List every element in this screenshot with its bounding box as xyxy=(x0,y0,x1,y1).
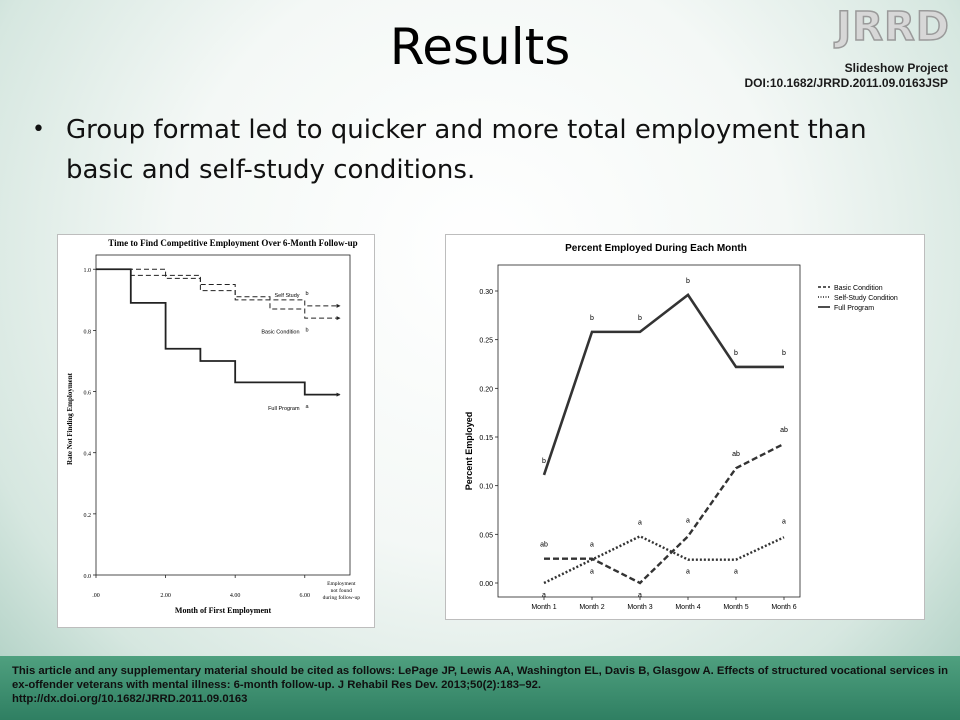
y-tick-label: 0.15 xyxy=(479,435,493,442)
y-tick-label: 0.20 xyxy=(479,386,493,393)
x-tick-label: Month 4 xyxy=(675,604,700,611)
data-label: b xyxy=(782,350,786,357)
x-tick-label: Month 3 xyxy=(627,604,652,611)
series-line-self-study xyxy=(96,268,340,307)
y-tick-label: 1.0 xyxy=(84,268,92,274)
data-label: a xyxy=(590,569,594,576)
y-tick-label: 0.00 xyxy=(479,581,493,588)
series-end-arrow xyxy=(336,316,341,321)
data-label: b xyxy=(638,315,642,322)
legend-entry: Basic Condition xyxy=(834,285,883,292)
bullet-item: • Group format led to quicker and more t… xyxy=(30,110,910,190)
y-tick-label: 0.0 xyxy=(84,574,92,580)
y-tick-label: 0.05 xyxy=(479,532,493,539)
data-label: ab xyxy=(780,427,788,434)
data-label: a xyxy=(686,569,690,576)
project-info: Slideshow Project DOI:10.1682/JRRD.2011.… xyxy=(745,61,948,91)
series-line-self-study-condition xyxy=(543,534,785,585)
y-tick-label: 0.10 xyxy=(479,484,493,491)
y-tick-label: 0.6 xyxy=(84,391,92,397)
series-label: Full Program xyxy=(268,406,300,412)
chart-title: Percent Employed During Each Month xyxy=(565,243,747,254)
project-label: Slideshow Project xyxy=(844,61,948,75)
plot-frame xyxy=(497,264,801,598)
data-label: a xyxy=(686,517,690,524)
x-tick-label-not-found: Employment not found during follow-up xyxy=(323,581,361,601)
citation-body: This article and any supplementary mater… xyxy=(12,665,948,691)
survival-chart-panel: Time to Find Competitive Employment Over… xyxy=(57,234,375,628)
citation-link[interactable]: http://dx.doi.org/10.1682/JRRD.2011.09.0… xyxy=(12,693,248,705)
jrrd-logo: JRRD xyxy=(836,3,950,51)
x-tick-label: 6.00 xyxy=(300,593,311,599)
series-end-arrow xyxy=(336,392,341,397)
series-line-basic-condition xyxy=(96,268,340,319)
series-significance-letter: b xyxy=(306,291,309,297)
x-tick-label: 2.00 xyxy=(160,593,171,599)
series-label: Basic Condition xyxy=(261,329,299,335)
monthly-employment-chart: Percent Employed During Each Month 0.00 0.… xyxy=(464,243,898,611)
data-label: a xyxy=(734,569,738,576)
data-label: a xyxy=(542,592,546,599)
data-label: ab xyxy=(540,542,548,549)
series-significance-letter: b xyxy=(306,327,309,333)
legend-entry: Full Program xyxy=(834,305,874,312)
x-tick-label: Month 2 xyxy=(579,604,604,611)
x-tick-label: Month 1 xyxy=(531,604,556,611)
y-tick-label: 0.25 xyxy=(479,338,493,345)
bullet-dot-icon: • xyxy=(32,117,45,142)
x-tick-label: .00 xyxy=(92,593,100,599)
survival-chart: Time to Find Competitive Employment Over… xyxy=(66,238,361,615)
citation-footer: This article and any supplementary mater… xyxy=(0,656,960,720)
y-axis-label: Percent Employed xyxy=(464,412,474,491)
x-tick-label: Month 6 xyxy=(771,604,796,611)
series-end-arrow xyxy=(336,303,341,308)
bullet-list: • Group format led to quicker and more t… xyxy=(30,110,910,190)
slide-title: Results xyxy=(389,18,571,76)
data-label: a xyxy=(638,519,642,526)
data-label: a xyxy=(590,542,594,549)
data-label: a xyxy=(782,518,786,525)
x-tick-label: Month 5 xyxy=(723,604,748,611)
y-tick-label: 0.30 xyxy=(479,289,493,296)
x-axis-label: Month of First Employment xyxy=(175,606,272,615)
series-line-basic-condition xyxy=(544,442,785,585)
data-label: b xyxy=(542,458,546,465)
chart-title: Time to Find Competitive Employment Over… xyxy=(108,238,357,248)
series-line-full-program xyxy=(542,293,784,476)
y-tick-label: 0.4 xyxy=(84,452,92,458)
plot-frame xyxy=(95,254,351,576)
data-label: b xyxy=(686,278,690,285)
monthly-employment-chart-panel: Percent Employed During Each Month 0.00 0.… xyxy=(445,234,925,620)
y-tick-label: 0.8 xyxy=(84,329,92,335)
y-axis-label: Rate Not Finding Employment xyxy=(66,372,74,465)
series-significance-letter: a xyxy=(306,404,310,410)
citation-text: This article and any supplementary mater… xyxy=(12,664,948,706)
data-label: b xyxy=(734,350,738,357)
x-tick-label: 4.00 xyxy=(230,593,241,599)
doi-label: DOI:10.1682/JRRD.2011.09.0163JSP xyxy=(744,76,948,90)
data-label: b xyxy=(590,315,594,322)
legend-entry: Self-Study Condition xyxy=(834,295,898,302)
data-label: a xyxy=(638,592,642,599)
series-label: Self Study xyxy=(274,293,299,299)
series-line-full-program xyxy=(96,268,340,396)
data-label: ab xyxy=(732,451,740,458)
y-tick-label: 0.2 xyxy=(84,513,92,519)
bullet-text: Group format led to quicker and more tot… xyxy=(66,115,867,185)
